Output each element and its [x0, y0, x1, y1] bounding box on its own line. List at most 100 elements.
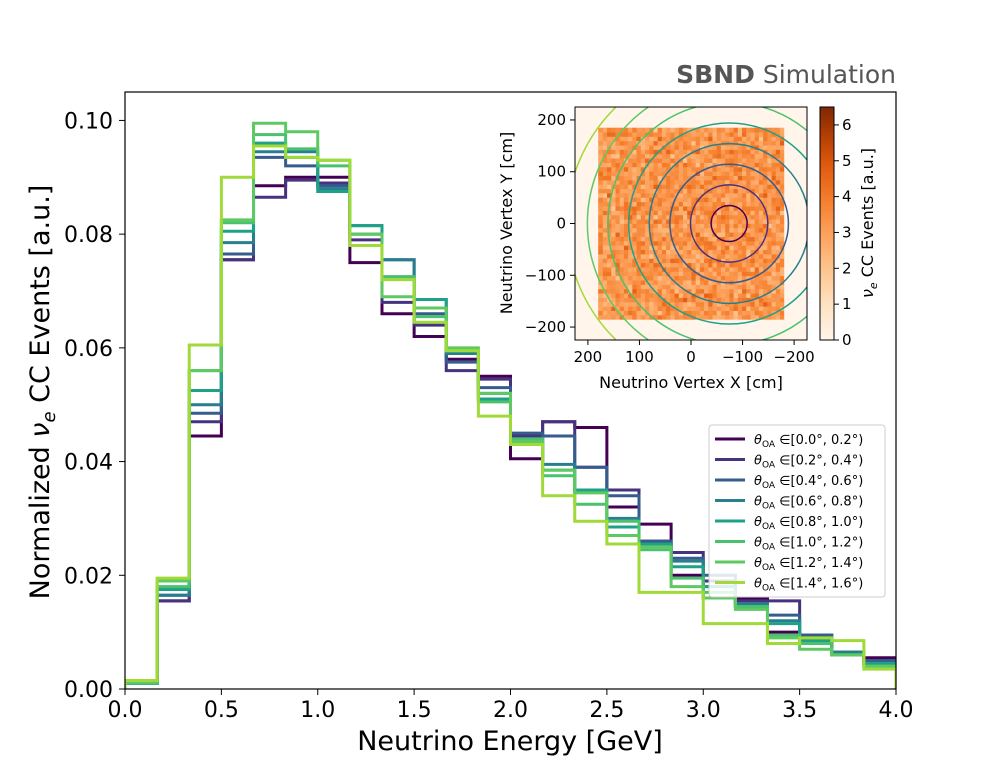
- heatmap-cell: [754, 297, 759, 303]
- heatmap-cell: [636, 253, 641, 259]
- heatmap-cell: [619, 314, 624, 320]
- heatmap-cell: [775, 232, 780, 237]
- heatmap-cell: [686, 223, 692, 229]
- heatmap-cell: [640, 175, 645, 181]
- heatmap-cell: [712, 179, 717, 185]
- heatmap-cell: [623, 245, 629, 251]
- heatmap-cell: [640, 258, 645, 264]
- heatmap-cell: [728, 132, 734, 137]
- legend-label: θOA ∈[0.0°, 0.2°): [754, 433, 863, 450]
- heatmap-cell: [648, 288, 654, 294]
- heatmap-cell: [745, 284, 751, 290]
- heatmap-cell: [771, 206, 776, 211]
- heatmap-cell: [754, 284, 759, 290]
- heatmap-cell: [598, 132, 603, 137]
- heatmap-cell: [703, 210, 709, 216]
- heatmap-cell: [665, 171, 671, 176]
- sim-label-normal: Simulation: [755, 60, 896, 89]
- heatmap-cell: [602, 262, 608, 268]
- heatmap-cell: [686, 162, 692, 168]
- heatmap-cell: [699, 293, 705, 298]
- heatmap-cell: [615, 132, 620, 137]
- heatmap-cell: [644, 219, 650, 224]
- heatmap-cell: [716, 158, 721, 163]
- heatmap-cell: [686, 145, 692, 150]
- heatmap-cell: [615, 223, 620, 229]
- heatmap-cell: [610, 127, 616, 133]
- heatmap-cell: [758, 145, 764, 150]
- inset-x-tick-label: 100: [625, 348, 654, 366]
- heatmap-cell: [648, 262, 654, 268]
- heatmap-cell: [737, 193, 743, 198]
- heatmap-cell: [636, 262, 641, 268]
- heatmap-cell: [758, 288, 764, 294]
- heatmap-cell: [754, 197, 759, 203]
- heatmap-cell: [720, 175, 726, 181]
- heatmap-cell: [741, 140, 747, 146]
- heatmap-cell: [779, 175, 785, 181]
- heatmap-cell: [602, 140, 608, 146]
- heatmap-cell: [771, 271, 776, 277]
- heatmap-cell: [695, 219, 700, 224]
- heatmap-cell: [636, 240, 641, 246]
- heatmap-cell: [728, 267, 734, 272]
- heatmap-cell: [665, 197, 671, 203]
- heatmap-cell: [695, 306, 700, 311]
- heatmap-cell: [775, 184, 780, 190]
- heatmap-cell: [640, 262, 645, 268]
- heatmap-cell: [627, 188, 633, 194]
- heatmap-cell: [602, 162, 608, 168]
- heatmap-cell: [745, 179, 751, 185]
- heatmap-cell: [669, 240, 675, 246]
- heatmap-cell: [682, 127, 688, 133]
- heatmap-cell: [724, 245, 730, 251]
- heatmap-cell: [712, 280, 717, 285]
- heatmap-cell: [602, 314, 608, 320]
- heatmap-cell: [699, 153, 705, 159]
- heatmap-cell: [750, 219, 755, 224]
- heatmap-cell: [631, 293, 637, 298]
- heatmap-cell: [615, 236, 620, 242]
- heatmap-cell: [741, 227, 747, 233]
- heatmap-cell: [771, 127, 776, 133]
- heatmap-cell: [669, 162, 675, 168]
- heatmap-cell: [771, 193, 776, 198]
- heatmap-cell: [762, 214, 768, 220]
- heatmap-cell: [648, 249, 654, 255]
- heatmap-cell: [627, 166, 633, 172]
- heatmap-cell: [699, 166, 705, 172]
- heatmap-cell: [741, 306, 747, 311]
- heatmap-cell: [716, 132, 721, 137]
- heatmap-cell: [636, 188, 641, 194]
- heatmap-cell: [712, 288, 717, 294]
- heatmap-cell: [779, 184, 785, 190]
- heatmap-cell: [640, 140, 645, 146]
- heatmap-cell: [754, 306, 759, 311]
- heatmap-cell: [699, 162, 705, 168]
- heatmap-cell: [707, 193, 713, 198]
- heatmap-cell: [674, 240, 679, 246]
- heatmap-cell: [733, 262, 738, 268]
- heatmap-cell: [733, 293, 738, 298]
- heatmap-cell: [640, 188, 645, 194]
- heatmap-cell: [762, 284, 768, 290]
- heatmap-cell: [682, 280, 688, 285]
- heatmap-cell: [648, 314, 654, 320]
- heatmap-cell: [707, 293, 713, 298]
- heatmap-cell: [602, 171, 608, 176]
- heatmap-cell: [669, 127, 675, 133]
- heatmap-cell: [606, 166, 612, 172]
- heatmap-cell: [619, 301, 624, 307]
- heatmap-cell: [627, 149, 633, 155]
- heatmap-cell: [644, 262, 650, 268]
- heatmap-cell: [640, 223, 645, 229]
- heatmap-cell: [636, 232, 641, 237]
- heatmap-cell: [657, 214, 662, 220]
- heatmap-cell: [674, 175, 679, 181]
- heatmap-cell: [674, 262, 679, 268]
- heatmap-cell: [737, 223, 743, 229]
- heatmap-cell: [678, 240, 683, 246]
- heatmap-cell: [691, 310, 696, 316]
- heatmap-cell: [682, 306, 688, 311]
- heatmap-cell: [754, 293, 759, 298]
